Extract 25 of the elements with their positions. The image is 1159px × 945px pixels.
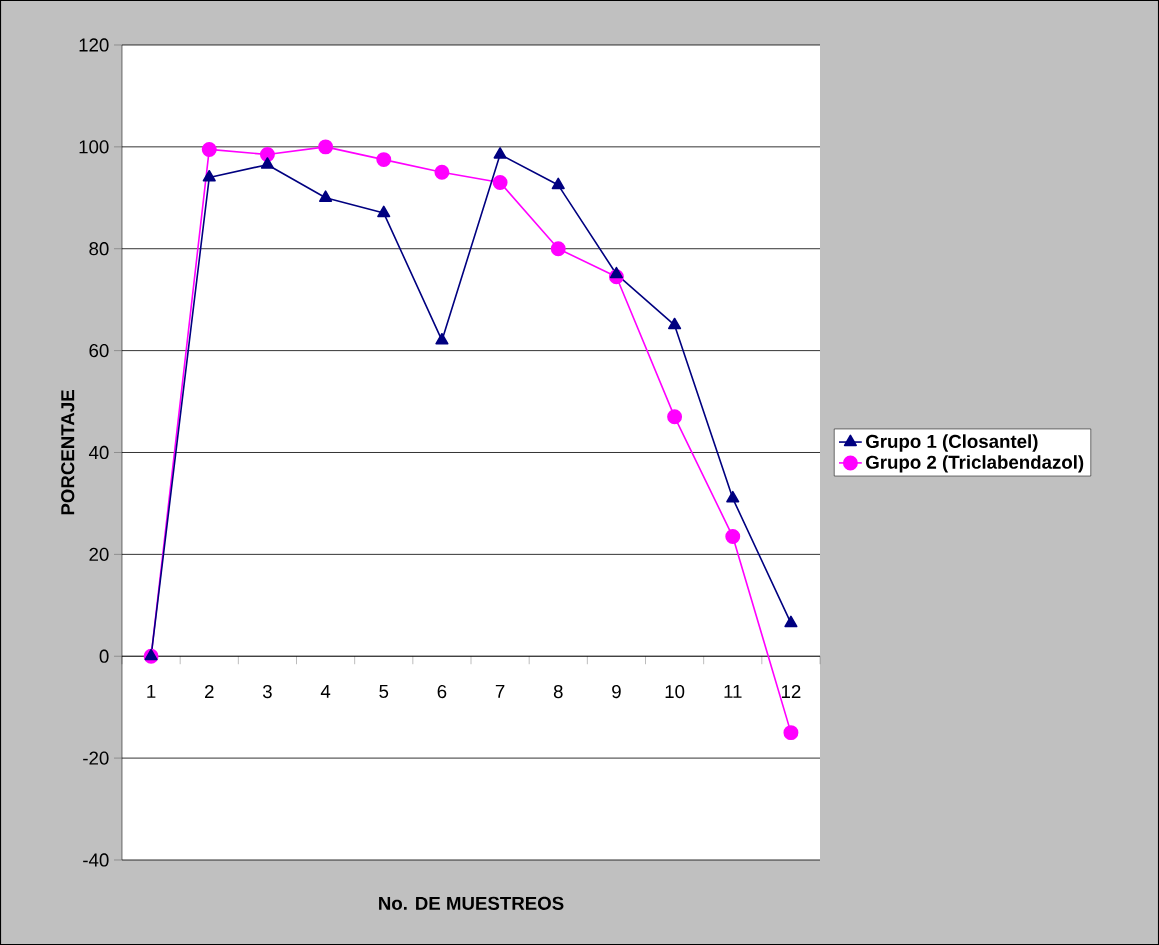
- y-tick-label: 80: [89, 242, 109, 256]
- x-tick-label: 8: [553, 684, 563, 699]
- y-tick-label: 0: [99, 649, 109, 663]
- x-tick-label: 3: [262, 684, 272, 699]
- y-axis-title: PORCENTAJE: [61, 390, 75, 515]
- x-tick-label: 7: [495, 684, 505, 698]
- y-tick-label: 100: [79, 140, 109, 154]
- x-tick-label: 11: [724, 684, 742, 698]
- legend-label: Grupo 2 (Triclabendazol): [866, 455, 1084, 473]
- x-tick-label: 9: [612, 684, 621, 699]
- y-tick-label: -20: [83, 751, 109, 765]
- y-tick-label: 120: [79, 38, 109, 52]
- x-tick-label: 2: [205, 684, 214, 698]
- legend-label: Grupo 1 (Closantel): [866, 434, 1038, 452]
- x-axis-title: No. DE MUESTREOS: [379, 896, 564, 910]
- y-tick-label: 60: [89, 343, 109, 358]
- x-tick-label: 5: [379, 684, 389, 698]
- y-tick-label: 20: [89, 547, 109, 561]
- x-tick-label: 12: [781, 684, 801, 698]
- x-tick-label: 6: [437, 684, 447, 699]
- y-tick-label: 40: [88, 445, 109, 460]
- x-tick-label: 4: [320, 684, 331, 698]
- x-tick-label: 10: [665, 684, 685, 699]
- x-tick-label: 1: [147, 684, 156, 698]
- y-tick-label: -40: [83, 853, 109, 867]
